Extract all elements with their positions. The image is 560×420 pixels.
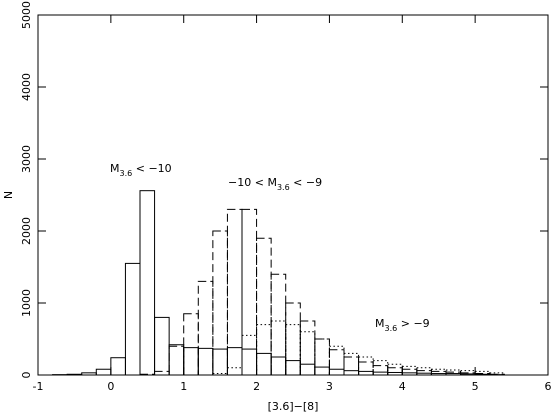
histogram-bar	[197, 347, 214, 376]
histogram-bar	[197, 280, 214, 376]
histogram-bar	[430, 368, 447, 376]
histogram-bar	[314, 338, 330, 376]
histogram-bar	[358, 356, 374, 376]
annotation-part: 3.6	[120, 169, 133, 178]
histogram-bar	[445, 371, 462, 376]
histogram-bar	[299, 363, 316, 376]
histogram-bar	[124, 262, 141, 376]
annotation-part: 3.6	[385, 324, 398, 333]
histogram-bar	[372, 360, 389, 376]
histogram-bar	[241, 334, 258, 376]
histogram-bar	[285, 360, 301, 376]
plot-frame	[37, 14, 549, 376]
histogram-bar	[154, 370, 170, 376]
x-tick-label: 1	[180, 380, 187, 393]
annotation-part: M	[267, 176, 277, 189]
x-tick-label: 2	[253, 380, 260, 393]
x-tick-label: -1	[33, 380, 44, 393]
histogram-bar	[387, 363, 403, 376]
histogram-bar	[343, 356, 360, 376]
histogram-bar	[270, 356, 287, 376]
histogram-bar	[343, 352, 360, 376]
histogram-bar	[270, 320, 287, 376]
x-axis-label: [3.6]−[8]	[268, 400, 319, 413]
annotation-part: < −9	[290, 176, 322, 189]
annotation-part: 3.6	[277, 183, 290, 192]
y-tick-label: 5000	[20, 1, 33, 29]
histogram-bar	[139, 373, 156, 376]
histogram-bar	[241, 348, 258, 376]
annotation-part: < −10	[132, 162, 171, 175]
annotation-part: M	[110, 162, 120, 175]
histogram-bar	[168, 345, 185, 376]
histogram-bar	[416, 367, 432, 376]
histogram-bar	[212, 230, 228, 376]
x-tick-label: 5	[472, 380, 479, 393]
histogram-bar	[372, 365, 389, 376]
histogram-bar	[358, 370, 374, 376]
histogram-bar	[401, 368, 418, 376]
y-tick-label: 2000	[20, 217, 33, 245]
histogram-bar	[358, 361, 374, 376]
histogram-bar	[285, 324, 301, 376]
histogram-bar	[401, 365, 418, 376]
histogram-bar	[66, 373, 83, 376]
histogram-bar	[168, 344, 185, 376]
annotation-part: −10 <	[228, 176, 267, 189]
histogram-bar	[226, 367, 243, 376]
histogram-bar	[299, 320, 316, 376]
histogram-bar	[139, 190, 156, 376]
x-tick-label: 3	[326, 380, 333, 393]
histogram-bar	[328, 349, 345, 376]
y-axis-label: N	[2, 191, 15, 199]
histogram-bar	[95, 368, 112, 376]
histogram-bar	[314, 366, 330, 376]
y-tick-label: 0	[20, 372, 33, 379]
x-tick-label: 4	[399, 380, 406, 393]
histogram-bar	[241, 208, 258, 376]
histogram-bar	[489, 372, 505, 376]
annotation: −10 < M3.6 < −9	[228, 176, 322, 192]
x-tick-label: 6	[545, 380, 552, 393]
histogram-bar	[183, 347, 199, 376]
histogram-bar	[299, 331, 316, 376]
histogram-bar	[285, 302, 301, 376]
histogram-bar	[270, 273, 287, 376]
annotation-part: > −9	[397, 317, 429, 330]
histogram-bar	[256, 237, 272, 376]
histogram-bar	[226, 347, 243, 376]
histogram-bar	[110, 357, 126, 376]
histogram-bar	[328, 368, 345, 376]
x-tick-label: 0	[107, 380, 114, 393]
histogram-bar	[183, 313, 199, 376]
annotation: M3.6 < −10	[110, 162, 172, 178]
histogram-bar	[343, 370, 360, 376]
histogram-bar	[256, 352, 272, 376]
y-tick-label: 4000	[20, 73, 33, 101]
annotation-part: M	[375, 317, 385, 330]
histogram-bar	[226, 208, 243, 376]
histogram-bar	[328, 345, 345, 376]
y-tick-label: 1000	[20, 289, 33, 317]
annotation: M3.6 > −9	[375, 317, 430, 333]
histogram-bar	[314, 338, 330, 376]
histogram-bar	[212, 348, 228, 376]
histogram-bar	[445, 369, 462, 376]
histogram-bar	[256, 324, 272, 376]
histogram-bar	[387, 367, 403, 376]
histogram-bar	[430, 370, 447, 376]
histogram-bar	[460, 370, 476, 376]
y-tick-label: 3000	[20, 145, 33, 173]
histogram-bar	[81, 372, 97, 376]
histogram-bar	[154, 316, 170, 376]
